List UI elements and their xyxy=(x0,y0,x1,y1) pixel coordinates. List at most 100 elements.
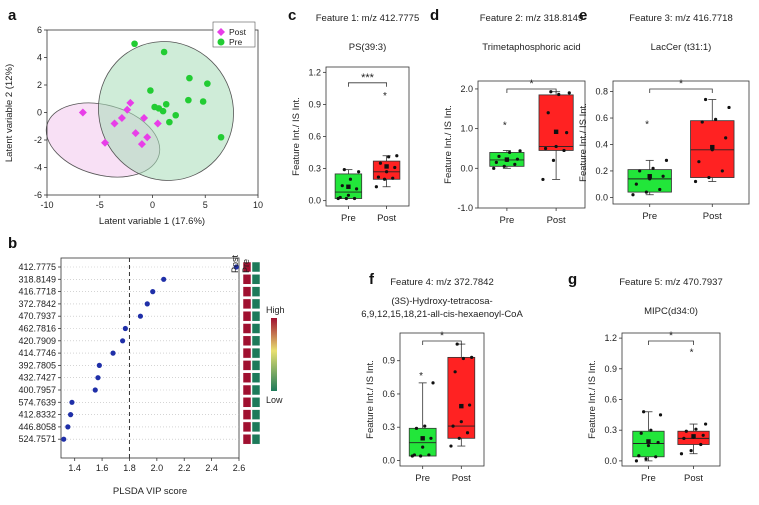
legend-pre-label: Pre xyxy=(229,37,243,47)
data-point xyxy=(429,436,433,440)
data-point xyxy=(546,111,550,115)
mean-marker xyxy=(384,164,389,169)
post-point xyxy=(153,119,162,128)
data-point xyxy=(704,422,708,426)
y-axis-label: Feature Int./ IS Int. xyxy=(578,103,589,182)
y-tick-label: 0.3 xyxy=(604,425,617,435)
heat-cell-pre xyxy=(251,310,261,322)
panel-label-d: d xyxy=(430,7,439,24)
data-point xyxy=(700,120,704,124)
data-point xyxy=(342,168,346,172)
data-point xyxy=(352,196,357,201)
heat-cell-post xyxy=(242,274,252,285)
significance-label: * xyxy=(669,330,674,342)
data-point xyxy=(642,410,646,414)
post-point xyxy=(78,108,87,117)
legend-post-marker xyxy=(217,28,225,36)
pre-point xyxy=(217,133,225,141)
heat-cell-post xyxy=(242,397,252,408)
y-tick-label: 0.6 xyxy=(382,389,395,399)
data-point xyxy=(703,97,708,102)
panel-subtitle-2: 6,9,12,15,18,21-all-cis-hexaenoyl-CoA xyxy=(361,309,523,320)
heat-cell-post xyxy=(242,421,252,433)
box-post xyxy=(372,160,401,180)
y-tick-label: 0.9 xyxy=(604,364,617,374)
x-tick-label: Post xyxy=(684,473,703,484)
box-pre xyxy=(408,427,437,457)
x-tick-label: Pre xyxy=(499,215,514,226)
heat-cell-post xyxy=(242,286,252,297)
data-point xyxy=(348,177,353,181)
data-point xyxy=(395,154,399,158)
significance-bracket xyxy=(649,88,713,93)
data-point xyxy=(634,182,638,186)
y-tick-label: 0.9 xyxy=(382,356,395,366)
data-point xyxy=(661,174,665,178)
x-tick-label: Pre xyxy=(341,213,356,224)
data-point xyxy=(513,162,517,166)
feature-label: 416.7718 xyxy=(18,287,56,297)
data-point xyxy=(549,90,553,94)
data-point xyxy=(357,170,361,174)
vip-point xyxy=(67,412,74,418)
significance-label: * xyxy=(679,78,684,90)
significance-label: * xyxy=(440,330,445,342)
y-tick-label: -6 xyxy=(34,190,42,200)
heat-cell-pre xyxy=(251,384,261,396)
feature-label: 462.7816 xyxy=(18,324,56,334)
heat-cell-pre xyxy=(251,261,261,273)
data-point xyxy=(427,453,431,457)
data-point xyxy=(457,436,461,440)
box-post xyxy=(538,94,574,151)
data-point xyxy=(679,452,684,456)
y-axis-label: Feature Int./ IS Int. xyxy=(291,97,302,176)
vip-point xyxy=(69,399,75,405)
panel-subtitle: (3S)-Hydroxy-tetracosa- xyxy=(391,296,492,307)
panel-subtitle: LacCer (t31:1) xyxy=(651,42,712,53)
data-point xyxy=(637,454,641,458)
heat-cell-post xyxy=(242,261,252,273)
heat-cell-post xyxy=(242,433,252,445)
data-point xyxy=(651,166,655,170)
y-tick-label: 0.0 xyxy=(382,455,395,465)
panel-header: Feature 3: m/z 416.7718 xyxy=(629,13,733,24)
data-point xyxy=(455,342,459,346)
data-point xyxy=(515,157,520,161)
x-tick-label: Post xyxy=(377,213,396,224)
post-point xyxy=(101,138,110,147)
data-point xyxy=(684,429,688,433)
significance-label: * xyxy=(529,78,534,90)
pre-point xyxy=(172,111,180,119)
feature-label: 392.7805 xyxy=(18,360,56,370)
pre-point xyxy=(199,98,207,105)
data-point xyxy=(639,431,643,435)
plot-frame xyxy=(399,332,485,467)
pre-point xyxy=(162,100,170,108)
data-point xyxy=(391,176,395,180)
points-a xyxy=(78,40,225,149)
y-axis-label: Feature Int./ IS Int. xyxy=(587,360,598,439)
panel-subtitle: PS(39:3) xyxy=(349,42,387,53)
heat-cell-pre xyxy=(251,323,261,334)
y-axis-label: Feature Int./ IS Int. xyxy=(443,105,454,184)
significance-bracket xyxy=(348,82,387,87)
feature-label: 414.7746 xyxy=(18,348,56,358)
heat-cell-post xyxy=(242,310,252,322)
data-point xyxy=(714,117,718,121)
data-point xyxy=(658,187,662,192)
panel-b: b 1.4 1.6 1.8 2.0 2.2 2.4 2.6 412.7775 318.8149 4… xyxy=(8,235,285,497)
feature-label: 420.7909 xyxy=(18,336,56,346)
data-point xyxy=(414,426,419,430)
vip-point xyxy=(110,350,116,356)
mean-marker xyxy=(346,184,351,189)
panel-c: Feature 1: m/z 412.7775 PS(39:3) 0.0 0.3 0.6… xyxy=(291,13,419,224)
significance-label: *** xyxy=(361,72,375,84)
data-point xyxy=(502,164,506,168)
data-point xyxy=(631,193,635,197)
x-tick-label: 2.6 xyxy=(233,463,246,473)
data-point xyxy=(518,149,522,153)
data-point xyxy=(658,413,663,417)
data-point xyxy=(344,196,348,201)
x-tick-label: 10 xyxy=(253,200,263,210)
data-point xyxy=(701,433,705,437)
